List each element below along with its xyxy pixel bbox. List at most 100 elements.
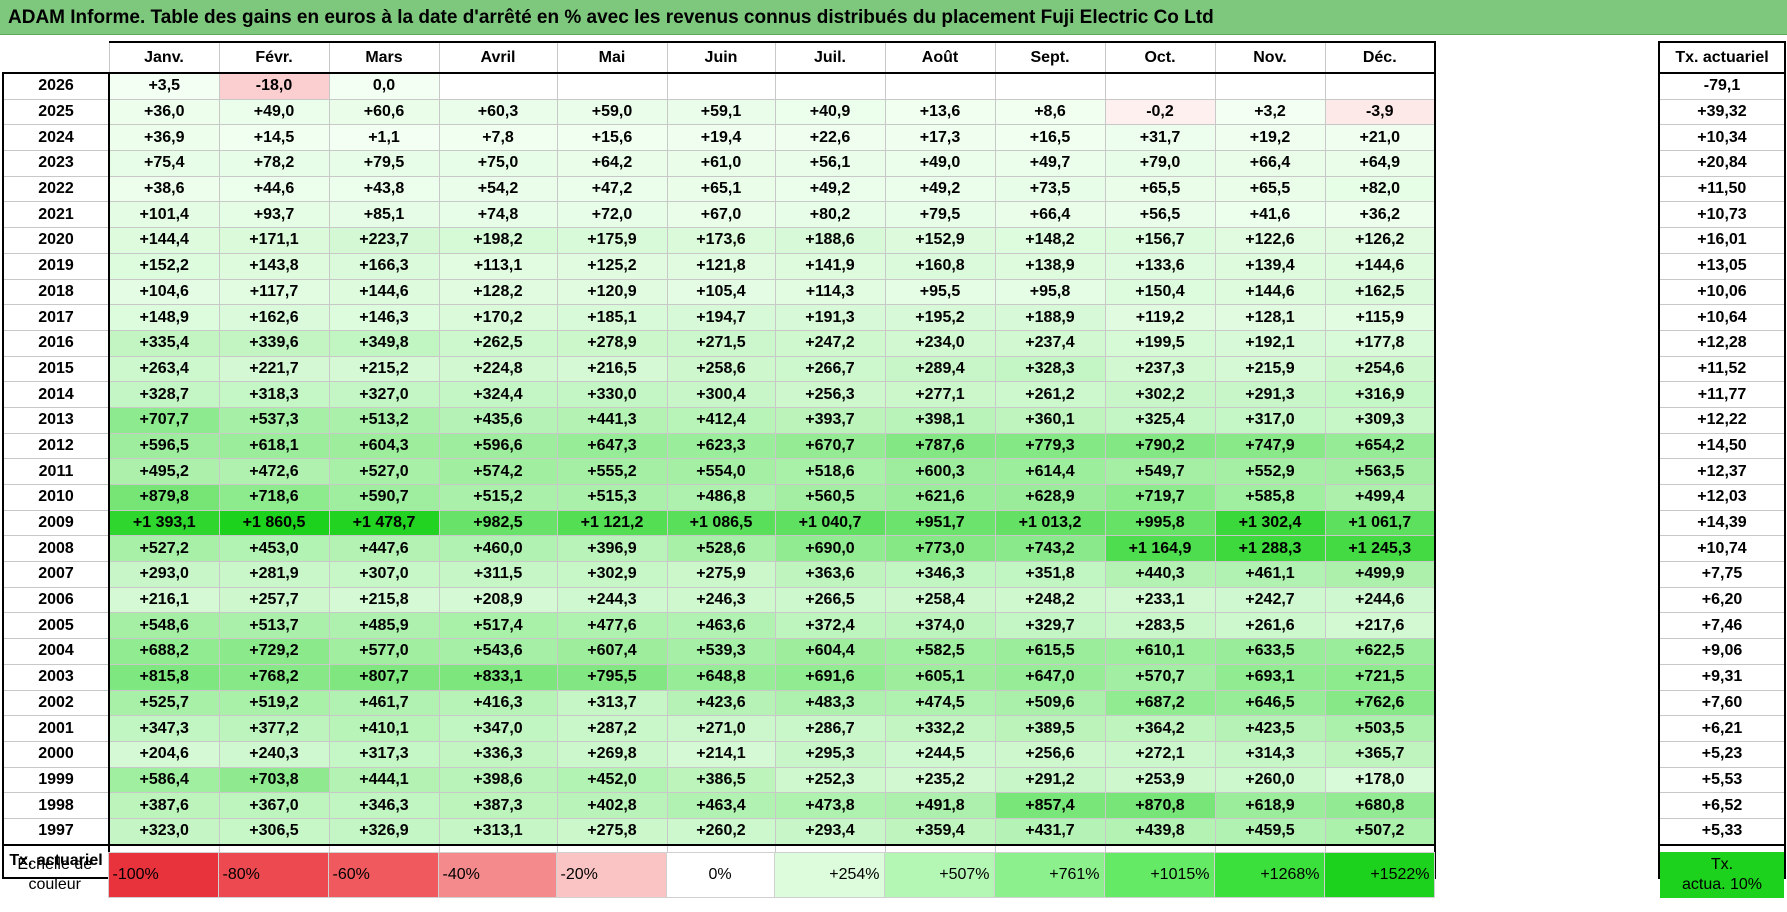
gain-cell: +590,7 — [328, 484, 440, 511]
gain-cell: +293,4 — [774, 817, 886, 846]
gain-cell: +302,2 — [1104, 381, 1216, 408]
gain-cell: +548,6 — [108, 612, 220, 640]
gain-cell: +16,5 — [994, 124, 1106, 152]
year-cell: 2013 — [2, 406, 110, 434]
gain-cell: +139,4 — [1214, 252, 1326, 280]
gain-cell: +330,0 — [556, 381, 668, 408]
gain-cell: +453,0 — [218, 535, 330, 563]
table-row: 2016 +335,4 +339,6 +349,8 +262,5 +278,9 +271,5… — [2, 329, 1436, 357]
tx-actuariel-table: Tx. actuariel -79,1 +39,32 +10,34 +20,84 +11,… — [1658, 41, 1786, 879]
gain-cell: +525,7 — [108, 689, 220, 717]
gain-cell: +622,5 — [1324, 638, 1436, 665]
gain-cell: +271,5 — [666, 329, 776, 357]
gain-cell: +318,3 — [218, 381, 330, 408]
tx-cell: +9,31 — [1658, 663, 1786, 691]
gain-cell: +300,4 — [666, 381, 776, 408]
year-cell: 2022 — [2, 175, 110, 203]
year-cell: 2003 — [2, 663, 110, 691]
tx-row: +7,75 — [1658, 561, 1786, 588]
tx-row: +9,31 — [1658, 663, 1786, 691]
gain-cell: +247,2 — [774, 329, 886, 357]
gain-cell: +607,4 — [556, 638, 668, 665]
gain-cell: +65,1 — [666, 175, 776, 203]
gain-cell: +347,0 — [438, 715, 558, 742]
gain-cell — [1214, 72, 1326, 100]
month-header: Juil. — [774, 41, 886, 74]
gain-cell: +610,1 — [1104, 638, 1216, 665]
tx-row: +12,37 — [1658, 458, 1786, 485]
gain-cell: +198,2 — [438, 227, 558, 254]
gain-cell: +423,6 — [666, 689, 776, 717]
gain-cell: +152,2 — [108, 252, 220, 280]
table-row: 2013 +707,7 +537,3 +513,2 +435,6 +441,3 +412,4… — [2, 406, 1436, 434]
gain-cell: +36,2 — [1324, 201, 1436, 229]
gain-cell: +721,5 — [1324, 663, 1436, 691]
table-row: 2014 +328,7 +318,3 +327,0 +324,4 +330,0 +300,4… — [2, 381, 1436, 408]
gain-cell: +79,5 — [884, 201, 996, 229]
gain-cell: +113,1 — [438, 252, 558, 280]
table-row: 2024 +36,9 +14,5 +1,1 +7,8 +15,6 +19,4 +22,6 +17… — [2, 124, 1436, 152]
gain-cell: +614,4 — [994, 458, 1106, 485]
gain-cell: +36,0 — [108, 98, 220, 126]
gain-cell: +517,4 — [438, 612, 558, 640]
gain-cell: +463,4 — [666, 792, 776, 819]
gain-cell: +491,8 — [884, 792, 996, 819]
table-row: 2017 +148,9 +162,6 +146,3 +170,2 +185,1 +194,7… — [2, 304, 1436, 331]
gain-cell — [1324, 72, 1436, 100]
gain-cell: +128,2 — [438, 278, 558, 306]
gain-cell: +729,2 — [218, 638, 330, 665]
tx-cell: +14,50 — [1658, 432, 1786, 460]
gain-cell: +120,9 — [556, 278, 668, 306]
gain-cell: +82,0 — [1324, 175, 1436, 203]
gain-cell: +857,4 — [994, 792, 1106, 819]
month-header: Mars — [328, 41, 440, 74]
year-cell: 1999 — [2, 766, 110, 794]
gain-cell: +555,2 — [556, 458, 668, 485]
table-row: 2011 +495,2 +472,6 +527,0 +574,2 +555,2 +554,0… — [2, 458, 1436, 485]
gain-cell: +257,7 — [218, 586, 330, 614]
gain-cell: +324,4 — [438, 381, 558, 408]
gain-cell: +261,2 — [994, 381, 1106, 408]
gain-cell: -3,9 — [1324, 98, 1436, 126]
tx-row: +6,20 — [1658, 586, 1786, 614]
gain-cell: +144,6 — [328, 278, 440, 306]
gain-cell: +441,3 — [556, 406, 668, 434]
gain-cell: +687,2 — [1104, 689, 1216, 717]
gain-cell: +389,5 — [994, 715, 1106, 742]
year-cell: 2012 — [2, 432, 110, 460]
gain-cell: +518,6 — [774, 458, 886, 485]
tx-cell: +14,39 — [1658, 509, 1786, 537]
table-row: 2012 +596,5 +618,1 +604,3 +596,6 +647,3 +623,3… — [2, 432, 1436, 460]
tx-legend-line2: actua. 10% — [1681, 876, 1763, 893]
gain-cell: +31,7 — [1104, 124, 1216, 152]
gain-cell: +263,4 — [108, 355, 220, 383]
year-cell: 2018 — [2, 278, 110, 306]
tx-row: +39,32 — [1658, 98, 1786, 126]
gain-cell: +119,2 — [1104, 304, 1216, 331]
gain-cell: +7,8 — [438, 124, 558, 152]
gain-cell: +435,6 — [438, 406, 558, 434]
gain-cell: +879,8 — [108, 484, 220, 511]
gain-cell: +17,3 — [884, 124, 996, 152]
tx-row: +10,64 — [1658, 304, 1786, 331]
gain-cell: +680,8 — [1324, 792, 1436, 819]
gain-cell: +509,6 — [994, 689, 1106, 717]
gain-cell: +275,8 — [556, 817, 668, 846]
gain-cell: +499,4 — [1324, 484, 1436, 511]
gain-cell: +387,3 — [438, 792, 558, 819]
gain-cell: +258,6 — [666, 355, 776, 383]
gain-cell: +281,9 — [218, 561, 330, 588]
gain-cell: +277,1 — [884, 381, 996, 408]
gain-cell: +790,2 — [1104, 432, 1216, 460]
gain-cell: +347,3 — [108, 715, 220, 742]
month-header: Juin — [666, 41, 776, 74]
table-row: 1998 +387,6 +367,0 +346,3 +387,3 +402,8 +463,4… — [2, 792, 1436, 819]
tx-cell: +7,60 — [1658, 689, 1786, 717]
gain-cell: +235,2 — [884, 766, 996, 794]
gain-cell: +364,2 — [1104, 715, 1216, 742]
gain-cell: +204,6 — [108, 740, 220, 768]
tx-row: +10,06 — [1658, 278, 1786, 306]
gain-cell: +472,6 — [218, 458, 330, 485]
tx-legend-line1: Tx. — [1710, 856, 1734, 873]
gain-cell: +275,9 — [666, 561, 776, 588]
